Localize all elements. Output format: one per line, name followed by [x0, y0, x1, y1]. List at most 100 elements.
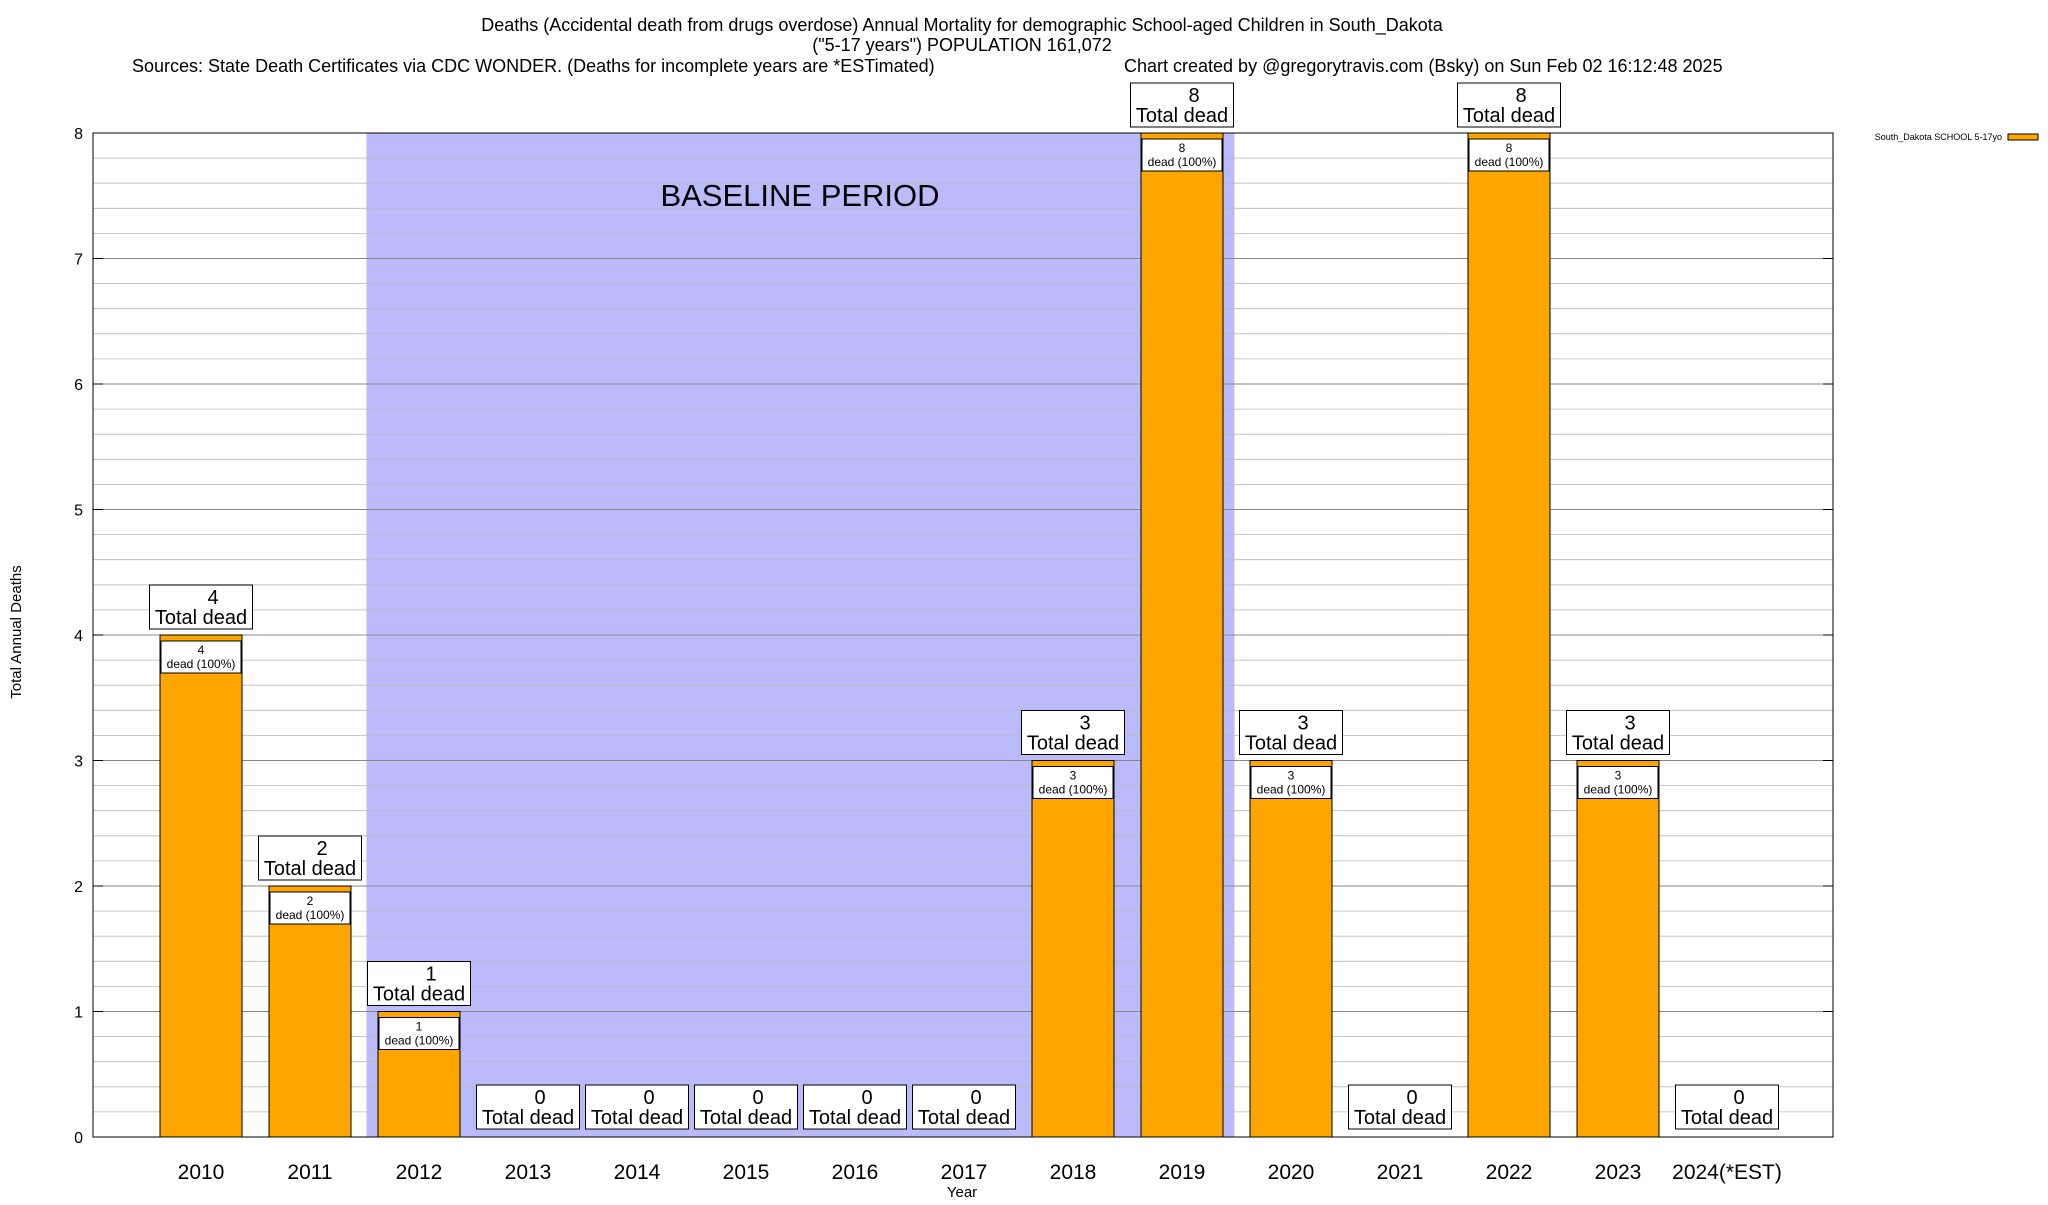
chart-sources: Sources: State Death Certificates via CD… [132, 56, 935, 76]
total-label-box [694, 1084, 798, 1130]
y-tick-label: 1 [74, 1005, 83, 1022]
x-tick-label: 2017 [941, 1161, 988, 1184]
total-label-text: Total dead [155, 607, 247, 629]
total-label-box [476, 1084, 580, 1130]
y-axis-title: Total Annual Deaths [8, 565, 25, 698]
bar-inner-label-text: dead (100%) [1475, 155, 1544, 169]
bar-inner-label-value: 3 [1615, 769, 1622, 783]
total-label-text: Total dead [1354, 1107, 1446, 1129]
y-tick-label: 6 [74, 377, 83, 394]
bar [1249, 760, 1333, 1138]
total-label-box [1675, 1084, 1779, 1130]
x-tick-label: 2012 [396, 1161, 443, 1184]
total-label-value: 8 [1188, 85, 1199, 107]
legend-label: South_Dakota SCHOOL 5-17yo [1875, 132, 2002, 142]
y-tick-label: 5 [74, 503, 83, 520]
total-label-box [912, 1084, 1016, 1130]
x-tick-label: 2018 [1050, 1161, 1097, 1184]
total-label-box [803, 1084, 907, 1130]
bar-inner-label-value: 1 [416, 1020, 423, 1034]
bar [1467, 132, 1551, 1138]
total-label-box [1130, 82, 1234, 128]
total-label-box [1566, 710, 1670, 755]
x-tick-label: 2024(*EST) [1672, 1161, 1782, 1184]
total-label-text: Total dead [700, 1107, 792, 1129]
bar-inner-label-value: 4 [198, 643, 205, 657]
total-label-value: 0 [534, 1087, 545, 1109]
bar-inner-label-box [269, 891, 351, 925]
bar-inner-label-box [1577, 766, 1659, 799]
bar-inner-label-box [160, 640, 242, 674]
chart-title-line1: Deaths (Accidental death from drugs over… [481, 15, 1444, 36]
bar-inner-label-text: dead (100%) [1257, 783, 1326, 797]
x-tick-label: 2023 [1595, 1161, 1642, 1184]
total-label-value: 0 [861, 1087, 872, 1109]
y-tick-label: 0 [74, 1130, 83, 1147]
bar-inner-label-box [378, 1017, 460, 1050]
total-label-box [585, 1084, 689, 1130]
bar-inner-label-text: dead (100%) [276, 908, 345, 922]
bar-inner-label-text: dead (100%) [1148, 155, 1217, 169]
total-label-text: Total dead [264, 858, 356, 880]
bar-inner-label-box [1468, 138, 1550, 172]
total-label-text: Total dead [1463, 105, 1555, 127]
total-label-value: 3 [1079, 713, 1090, 735]
bar [1031, 760, 1115, 1138]
total-label-box [1239, 710, 1343, 755]
x-tick-label: 2010 [178, 1161, 225, 1184]
total-label-value: 0 [752, 1087, 763, 1109]
y-tick-label: 2 [74, 879, 83, 896]
x-tick-label: 2013 [505, 1161, 552, 1184]
x-tick-label: 2019 [1159, 1161, 1206, 1184]
bar-inner-label-text: dead (100%) [1584, 783, 1653, 797]
bar-inner-label-value: 3 [1070, 769, 1077, 783]
total-label-text: Total dead [1027, 733, 1119, 755]
total-label-value: 0 [1406, 1087, 1417, 1109]
x-tick-label: 2021 [1377, 1161, 1424, 1184]
x-tick-label: 2014 [614, 1161, 661, 1184]
y-tick-label: 4 [74, 628, 83, 645]
total-label-value: 0 [970, 1087, 981, 1109]
total-label-value: 3 [1297, 713, 1308, 735]
bar [268, 885, 352, 1138]
bar [1140, 132, 1224, 1138]
total-label-text: Total dead [1681, 1107, 1773, 1129]
total-label-text: Total dead [1245, 733, 1337, 755]
x-tick-label: 2020 [1268, 1161, 1315, 1184]
total-label-text: Total dead [482, 1107, 574, 1129]
total-label-text: Total dead [1136, 105, 1228, 127]
bar-inner-label-value: 8 [1506, 141, 1513, 155]
bar-inner-label-value: 3 [1288, 769, 1295, 783]
y-tick-label: 7 [74, 252, 83, 269]
bar-inner-label-box [1250, 766, 1332, 799]
bar [159, 634, 243, 1138]
bar-inner-label-box [1141, 138, 1223, 172]
bar [1576, 760, 1660, 1138]
total-label-text: Total dead [809, 1107, 901, 1129]
bar-inner-label-text: dead (100%) [385, 1034, 454, 1048]
total-label-value: 2 [316, 838, 327, 860]
bar-inner-label-text: dead (100%) [1039, 783, 1108, 797]
total-label-box [1457, 82, 1561, 128]
x-tick-label: 2011 [287, 1161, 332, 1184]
bar-inner-label-value: 2 [307, 894, 314, 908]
x-tick-label: 2015 [723, 1161, 770, 1184]
total-label-value: 4 [207, 587, 218, 609]
total-label-value: 8 [1515, 85, 1526, 107]
bar-inner-label-value: 8 [1179, 141, 1186, 155]
y-tick-label: 3 [74, 754, 83, 771]
chart-title-line2: ("5-17 years") POPULATION 161,072 [812, 35, 1112, 55]
total-label-text: Total dead [373, 984, 465, 1006]
total-label-box [1348, 1084, 1452, 1130]
total-label-text: Total dead [591, 1107, 683, 1129]
x-axis-title: Year [947, 1184, 977, 1200]
total-label-box [149, 584, 253, 630]
x-tick-label: 2022 [1486, 1161, 1533, 1184]
total-label-value: 3 [1624, 713, 1635, 735]
y-tick-label: 8 [74, 126, 83, 143]
total-label-box [367, 961, 471, 1006]
total-label-value: 0 [1733, 1087, 1744, 1109]
x-tick-label: 2016 [832, 1161, 879, 1184]
